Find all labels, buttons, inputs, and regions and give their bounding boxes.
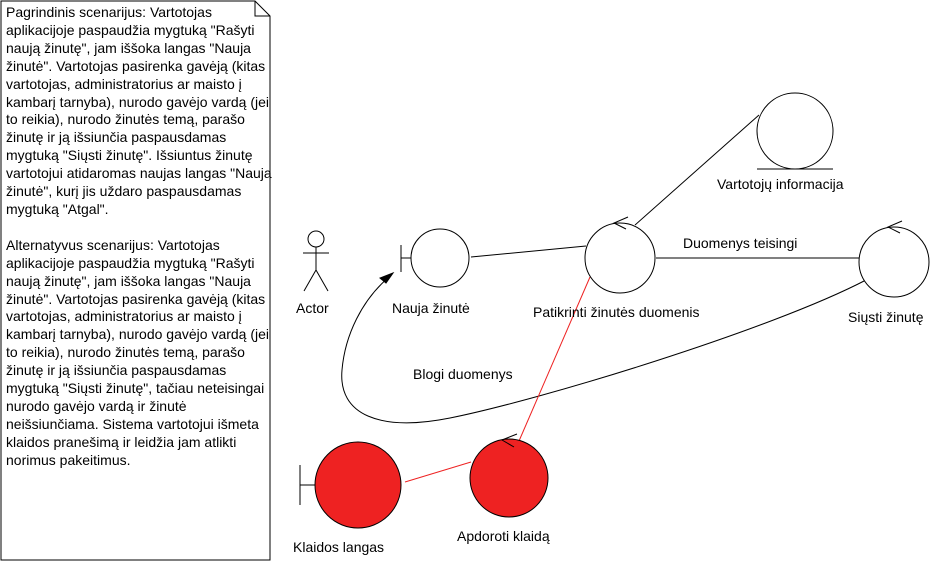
edge-patikrinti-vartotoju: [634, 114, 760, 226]
boundary-klaidos[interactable]: [299, 441, 402, 529]
scenario-note-text: Pagrindinis scenarijus: Vartotojas aplik…: [6, 4, 272, 470]
control-apdoroti[interactable]: [469, 433, 549, 518]
main-scenario-text: Pagrindinis scenarijus: Vartotojas aplik…: [6, 4, 276, 217]
actor-figure: [303, 230, 329, 292]
entity-vartotoju[interactable]: [756, 92, 834, 170]
actor-label: Actor: [296, 300, 329, 316]
edge-nauja-patikrinti: [470, 245, 587, 258]
edge-patikrinti-apdoroti: [518, 276, 591, 442]
node-label-patikrinti: Patikrinti žinutės duomenis: [533, 304, 700, 320]
boundary-nauja[interactable]: [400, 228, 470, 288]
edge-label-blogi-duomenys: Blogi duomenys: [413, 366, 513, 382]
node-label-klaidos: Klaidos langas: [293, 539, 385, 555]
loop-arrowhead: [379, 271, 395, 284]
scenario-note: [0, 0, 271, 561]
edge-label-duomenys-teisingi: Duomenys teisingi: [683, 235, 798, 251]
alt-scenario-text: Alternatyvus scenarijus: Vartotojas apli…: [6, 236, 273, 468]
node-label-vartotoju: Vartotojų informacija: [717, 176, 844, 192]
node-label-apdoroti: Apdoroti klaidą: [457, 528, 550, 544]
note-fold: [254, 1, 270, 17]
node-label-siusti: Siųsti žinutę: [848, 309, 924, 325]
node-label-nauja: Nauja žinutė: [392, 300, 470, 316]
edge-klaidos-apdoroti: [404, 461, 472, 483]
edge-siusti-nauja-loop: [341, 276, 867, 424]
control-patikrinti[interactable]: [584, 216, 656, 294]
control-siusti[interactable]: [858, 220, 930, 298]
